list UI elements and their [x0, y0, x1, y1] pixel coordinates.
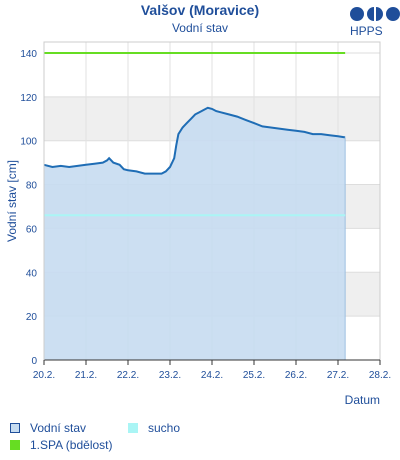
legend-label-drought: sucho — [148, 421, 181, 435]
y-tick-label: 20 — [26, 312, 38, 323]
y-axis-title: Vodní stav [cm] — [5, 160, 19, 242]
y-tick-label: 40 — [26, 268, 38, 279]
x-tick-label: 25.2. — [243, 370, 265, 381]
x-tick-label: 26.2. — [285, 370, 307, 381]
x-tick-label: 28.2. — [369, 370, 391, 381]
series-area-water-level — [44, 107, 346, 360]
x-tick-label: 27.2. — [327, 370, 349, 381]
y-tick-label: 120 — [20, 93, 37, 104]
x-tick-label: 20.2. — [33, 370, 55, 381]
legend-swatch-water-level — [10, 423, 20, 433]
y-tick-label: 140 — [20, 49, 37, 60]
water-level-chart: 0 20 40 60 80 100 120 140 20.2. 21.2. 22.2. 23.2. 24… — [5, 41, 391, 407]
x-axis-title: Datum — [345, 393, 380, 407]
legend-label-water-level: Vodní stav — [30, 421, 87, 435]
y-tick-label: 60 — [26, 224, 38, 235]
logo-text: HPPS — [350, 24, 383, 38]
x-tick-label: 24.2. — [201, 370, 223, 381]
chart-subtitle: Vodní stav — [171, 21, 229, 35]
y-tick-label: 80 — [26, 181, 38, 192]
y-tick-label: 0 — [31, 356, 37, 367]
hpps-logo-icon — [350, 7, 400, 21]
series-line-water-level — [43, 106, 346, 175]
legend-label-spa1: 1.SPA (bdělost) — [30, 438, 113, 452]
x-tick-label: 22.2. — [117, 370, 139, 381]
legend-swatch-spa1 — [10, 440, 20, 450]
legend-swatch-drought — [128, 423, 138, 433]
x-tick-label: 21.2. — [75, 370, 97, 381]
chart-title: Valšov (Moravice) — [140, 2, 260, 18]
y-tick-label: 100 — [20, 137, 37, 148]
x-tick-label: 23.2. — [159, 370, 181, 381]
